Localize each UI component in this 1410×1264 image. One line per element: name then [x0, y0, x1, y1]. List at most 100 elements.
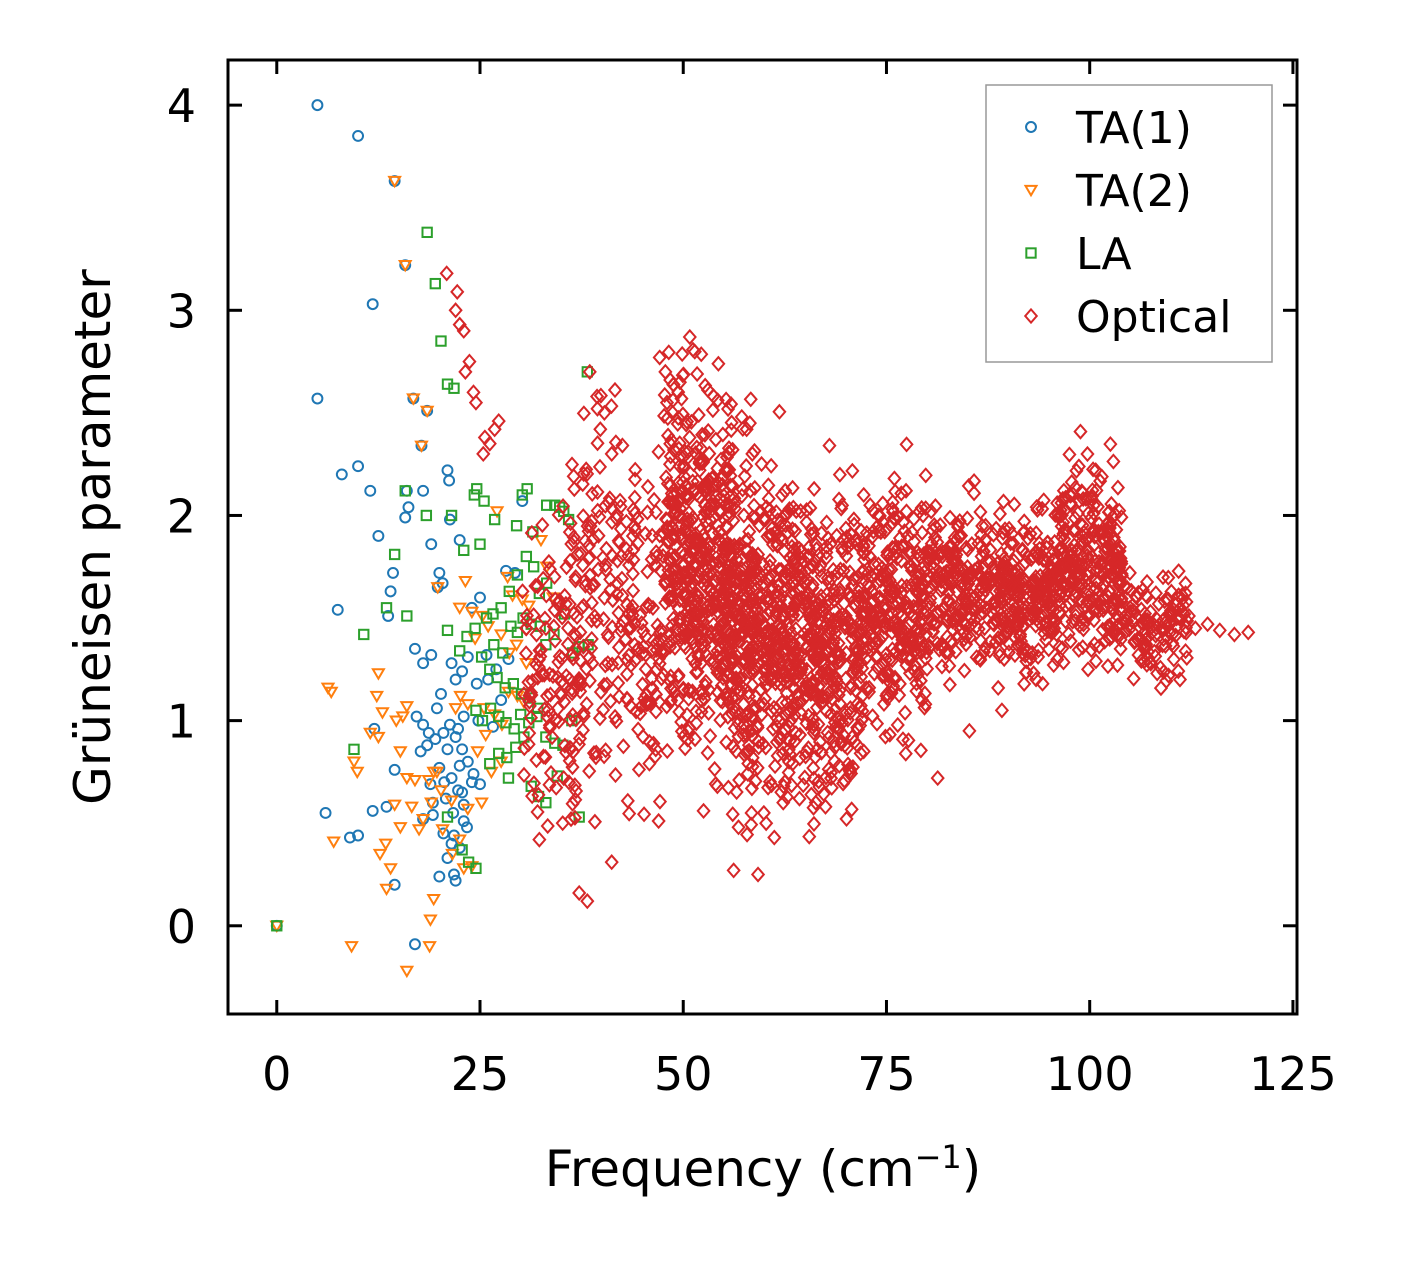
- data-point: [500, 716, 512, 729]
- data-point: [449, 731, 462, 743]
- data-point: [382, 610, 395, 622]
- data-point: [760, 657, 776, 674]
- data-point: [806, 815, 822, 833]
- data-point: [878, 728, 893, 745]
- legend-marker: [1023, 184, 1039, 198]
- data-point: [1018, 647, 1033, 664]
- data-point: [1074, 576, 1089, 594]
- data-point: [1043, 600, 1058, 618]
- data-point: [1091, 523, 1106, 540]
- data-point: [352, 129, 365, 142]
- data-point: [1179, 624, 1194, 641]
- data-point: [1127, 632, 1142, 650]
- data-point: [856, 486, 871, 504]
- data-point: [882, 726, 897, 743]
- data-point: [1100, 658, 1116, 675]
- data-point: [642, 597, 657, 615]
- data-point: [1085, 482, 1100, 499]
- data-point: [435, 335, 447, 347]
- data-point: [1114, 593, 1129, 610]
- data-point: [696, 685, 711, 702]
- data-point: [690, 663, 705, 680]
- data-point: [1004, 606, 1020, 624]
- data-point: [528, 577, 543, 595]
- data-point: [912, 563, 927, 581]
- data-point: [811, 678, 826, 695]
- data-point: [478, 495, 490, 507]
- data-point: [1088, 653, 1104, 670]
- data-point: [556, 769, 571, 787]
- data-point: [884, 604, 899, 621]
- data-point: [836, 727, 852, 744]
- data-point: [489, 506, 505, 519]
- y-tick-label: 0: [167, 900, 196, 954]
- data-point: [570, 545, 585, 562]
- data-point: [593, 421, 608, 438]
- data-point: [628, 522, 643, 539]
- data-point: [525, 788, 540, 805]
- data-point: [838, 670, 853, 687]
- data-point: [1114, 509, 1129, 526]
- data-point: [836, 531, 851, 549]
- data-point: [578, 532, 593, 550]
- data-point: [1084, 490, 1099, 508]
- data-point: [1102, 582, 1117, 600]
- data-point: [928, 498, 943, 515]
- data-point: [448, 868, 460, 881]
- data-point: [364, 484, 377, 497]
- data-point: [1080, 661, 1096, 678]
- data-point: [872, 631, 887, 649]
- data-point: [1065, 613, 1080, 630]
- data-point: [497, 647, 509, 659]
- data-point: [861, 564, 876, 581]
- data-point: [366, 804, 379, 817]
- data-point: [855, 710, 870, 727]
- data-point: [756, 696, 771, 713]
- data-point: [744, 727, 760, 745]
- data-point: [996, 493, 1011, 510]
- data-point: [819, 538, 834, 555]
- data-point: [918, 696, 933, 713]
- data-point: [823, 705, 839, 723]
- data-point: [700, 381, 715, 399]
- data-point: [862, 679, 877, 696]
- data-point: [725, 650, 740, 667]
- data-point: [1036, 551, 1051, 569]
- data-point: [326, 836, 341, 849]
- data-point: [831, 635, 846, 652]
- data-point: [414, 745, 427, 758]
- data-point: [607, 708, 623, 725]
- data-point: [671, 600, 686, 617]
- data-point: [575, 722, 591, 739]
- data-point: [631, 761, 647, 778]
- data-point: [530, 803, 545, 821]
- data-point: [410, 710, 423, 723]
- data-point: [675, 345, 690, 363]
- data-point: [474, 797, 489, 810]
- data-point: [903, 650, 918, 667]
- data-point: [787, 551, 803, 568]
- data-point: [651, 443, 666, 460]
- data-point: [762, 592, 778, 609]
- data-point: [548, 632, 563, 649]
- data-point: [880, 685, 895, 702]
- data-point: [820, 724, 835, 741]
- data-point: [609, 586, 625, 603]
- data-point: [437, 726, 450, 739]
- data-point: [846, 571, 861, 588]
- data-point: [1013, 626, 1028, 643]
- data-point: [725, 477, 740, 494]
- data-point: [685, 341, 701, 358]
- data-point: [607, 381, 623, 399]
- data-point: [679, 477, 694, 494]
- data-point: [976, 571, 991, 588]
- data-point: [371, 668, 386, 681]
- legend-label: TA(1): [1075, 103, 1192, 154]
- data-point: [554, 650, 569, 667]
- data-point: [1200, 616, 1215, 633]
- data-point: [426, 893, 441, 907]
- data-point: [791, 646, 806, 663]
- data-point: [747, 442, 762, 460]
- data-point: [853, 697, 868, 714]
- data-point: [838, 574, 853, 591]
